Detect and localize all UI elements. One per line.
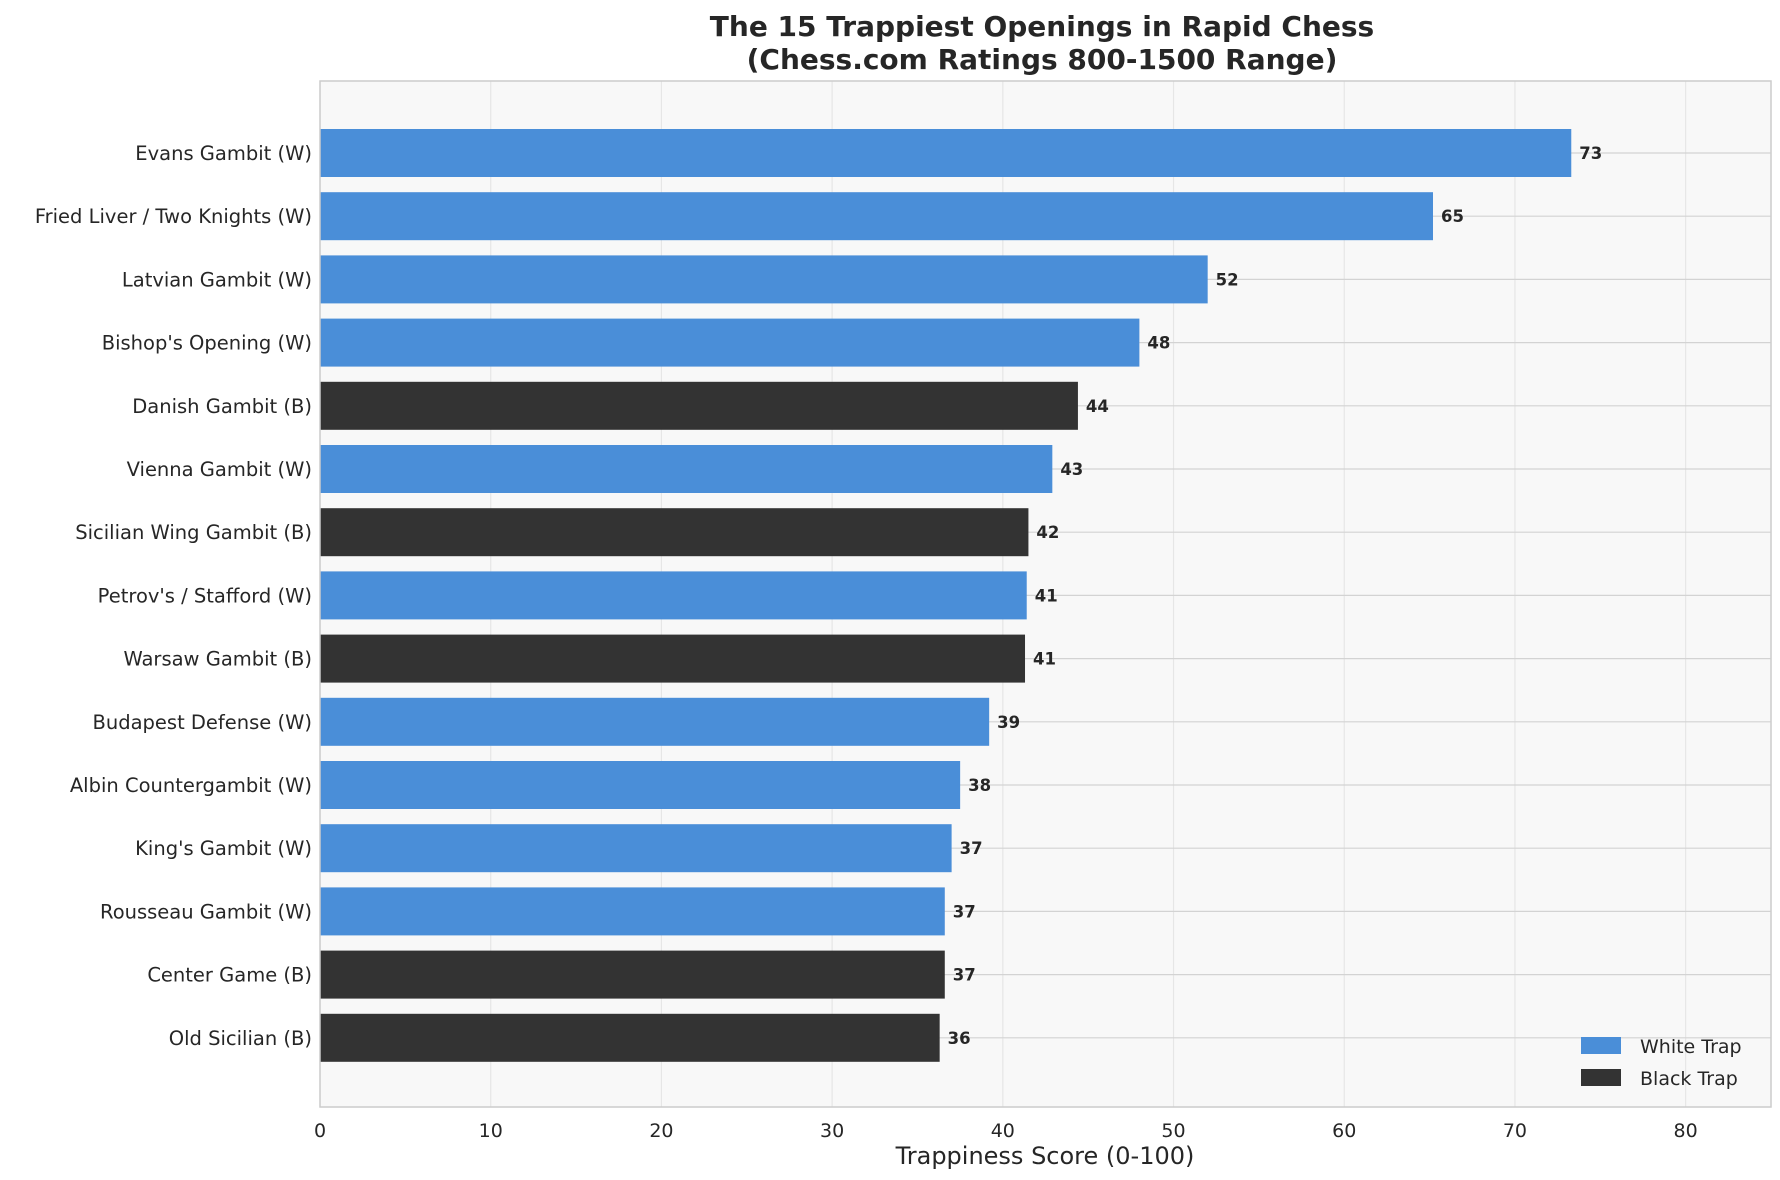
bar (320, 887, 945, 936)
data-label: 48 (1147, 334, 1170, 353)
y-tick-label: Petrov's / Stafford (W) (98, 584, 312, 607)
data-label: 41 (1033, 650, 1056, 669)
bar (320, 1013, 940, 1062)
y-tick-label: Budapest Defense (W) (92, 711, 312, 734)
y-tick-label: Old Sicilian (B) (169, 1027, 312, 1050)
y-tick-label: Evans Gambit (W) (135, 142, 312, 165)
data-label: 38 (968, 776, 991, 795)
y-tick-label: King's Gambit (W) (135, 837, 312, 860)
bar (320, 318, 1140, 367)
y-tick-label: Bishop's Opening (W) (102, 332, 312, 355)
bar (320, 824, 952, 873)
legend-label-black-trap: Black Trap (1640, 1068, 1738, 1090)
data-label: 52 (1216, 270, 1239, 289)
x-tick-label: 40 (991, 1120, 1015, 1142)
x-tick-label: 50 (1161, 1120, 1185, 1142)
x-axis-label: Trappiness Score (0-100) (895, 1142, 1195, 1170)
chart-title-line1: The 15 Trappiest Openings in Rapid Chess (710, 10, 1374, 43)
legend-swatch-white-trap (1581, 1037, 1621, 1054)
data-label: 36 (948, 1029, 971, 1048)
bar-layer (320, 129, 1572, 1062)
bar (320, 129, 1572, 177)
y-tick-label: Warsaw Gambit (B) (123, 648, 312, 671)
data-label: 37 (953, 966, 976, 985)
bar (320, 192, 1434, 241)
y-tick-label: Danish Gambit (B) (132, 395, 312, 418)
data-label: 73 (1579, 144, 1602, 163)
data-label: 65 (1441, 207, 1464, 226)
y-tick-label: Center Game (B) (147, 964, 312, 987)
x-tick-label: 20 (649, 1120, 673, 1142)
chart-title-line2: (Chess.com Ratings 800-1500 Range) (747, 43, 1338, 76)
data-label: 37 (953, 902, 976, 921)
legend-swatch-black-trap (1581, 1069, 1621, 1086)
y-tick-label: Sicilian Wing Gambit (B) (75, 521, 312, 544)
data-label: 42 (1036, 523, 1059, 542)
x-tick-label: 70 (1503, 1120, 1527, 1142)
x-tick-label: 30 (820, 1120, 844, 1142)
data-label: 39 (997, 713, 1020, 732)
x-tick-label: 80 (1674, 1120, 1698, 1142)
y-tick-label: Vienna Gambit (W) (127, 458, 312, 481)
bar (320, 950, 945, 999)
data-label: 44 (1086, 397, 1109, 416)
x-tick-label: 0 (314, 1120, 326, 1142)
legend-label-white-trap: White Trap (1640, 1036, 1742, 1058)
bar (320, 571, 1027, 620)
bar (320, 761, 961, 809)
bar (320, 255, 1208, 304)
y-tick-label: Fried Liver / Two Knights (W) (35, 205, 312, 228)
bar (320, 445, 1053, 493)
y-tick-label: Latvian Gambit (W) (122, 268, 312, 291)
data-label: 37 (960, 839, 983, 858)
y-tick-label: Albin Countergambit (W) (70, 774, 312, 797)
y-tick-label: Rousseau Gambit (W) (100, 900, 312, 923)
bar (320, 508, 1029, 557)
bar (320, 697, 990, 746)
data-label: 43 (1060, 460, 1083, 479)
x-tick-label: 10 (479, 1120, 503, 1142)
plot-frame (319, 80, 1772, 1108)
data-label: 41 (1035, 586, 1058, 605)
bar (320, 634, 1026, 683)
legend: White Trap Black Trap (1581, 1036, 1742, 1090)
x-tick-layer: 0 10 20 30 40 50 60 70 80 (314, 1120, 1698, 1142)
x-tick-label: 60 (1332, 1120, 1356, 1142)
bar (320, 381, 1078, 430)
label-layer: Evans Gambit (W) 73 Fried Liver / Two Knig… (35, 142, 1602, 1050)
